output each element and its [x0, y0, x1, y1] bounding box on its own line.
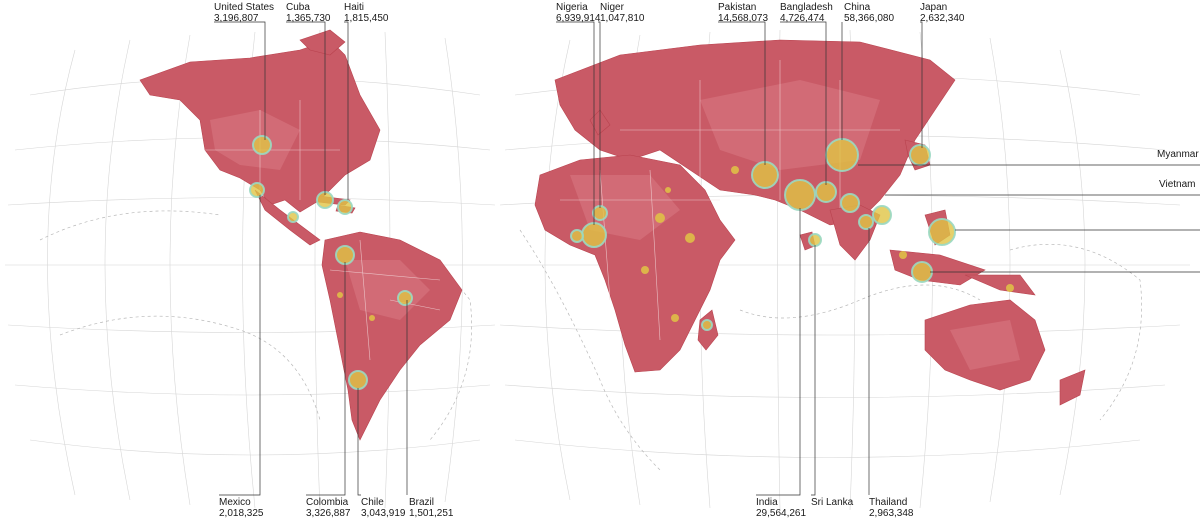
africa [534, 154, 736, 373]
label-niger: Niger 1,047,810 [600, 2, 645, 24]
bubble-mexico [249, 182, 265, 198]
country-value: 58,366,080 [844, 13, 895, 24]
country-name: Bangladesh [780, 2, 833, 13]
bubble-nigeria [581, 222, 607, 248]
bubble-niger [592, 205, 608, 221]
bubble-japan [909, 144, 931, 166]
bubble-mozambique [671, 314, 679, 322]
label-japan: Japan 2,632,340 [920, 2, 965, 24]
bubble-egypt [665, 187, 671, 193]
bubble-colombia [335, 245, 355, 265]
country-name: Haiti [344, 2, 365, 13]
bubble-peru [337, 292, 343, 298]
label-sri-lanka: Sri Lanka [811, 497, 853, 508]
bubble-chile [348, 370, 368, 390]
country-value: 3,196,807 [214, 13, 259, 24]
label-cuba: Cuba 1,365,730 [286, 2, 331, 24]
label-united-states: United States 3,196,807 [214, 2, 274, 24]
leader-lines [214, 21, 1200, 496]
australia [924, 299, 1086, 406]
bubble-pakistan [751, 161, 779, 189]
bubble-sudan [655, 213, 665, 223]
country-name: Brazil [409, 497, 435, 508]
label-china: China 58,366,080 [844, 2, 894, 24]
country-name: Sri Lanka [811, 497, 854, 508]
country-value: 29,564,261 [756, 508, 807, 519]
bubble-bolivia [369, 315, 375, 321]
bubble-china [825, 138, 859, 172]
bubble-png [1006, 284, 1014, 292]
label-india: India 29,564,261 [756, 497, 806, 519]
label-nigeria: Nigeria 6,939,914 [556, 2, 601, 24]
data-bubbles [249, 135, 1014, 390]
bubble-united-states [252, 135, 272, 155]
label-chile: Chile 3,043,919 [361, 497, 406, 519]
country-value: 2,963,348 [869, 508, 914, 519]
bubble-sri-lanka [808, 233, 822, 247]
bubble-indonesia [911, 261, 933, 283]
bubble-ghana [570, 229, 584, 243]
label-mexico: Mexico 2,018,325 [219, 497, 264, 519]
bubble-brazil [397, 290, 413, 306]
label-myanmar: Myanmar [1157, 149, 1199, 160]
bubble-iran [731, 166, 739, 174]
label-bangladesh: Bangladesh 4,726,474 [780, 2, 833, 24]
bubble-philippines [928, 218, 956, 246]
country-value: 1,501,251 [409, 508, 454, 519]
bubble-haiti [337, 199, 353, 215]
bubble-central-america [287, 211, 299, 223]
country-value: 14,568,073 [718, 13, 769, 24]
country-name: Thailand [869, 497, 908, 508]
country-name: China [844, 2, 871, 13]
country-value: 1,365,730 [286, 13, 331, 24]
country-value: 2,018,325 [219, 508, 264, 519]
country-name: Nigeria [556, 2, 588, 13]
country-value: 4,726,474 [780, 13, 825, 24]
country-name: Cuba [286, 2, 310, 13]
bubble-myanmar [840, 193, 860, 213]
bubble-congo [641, 266, 649, 274]
country-name: Niger [600, 2, 624, 13]
country-name: United States [214, 2, 275, 13]
bubble-vietnam [872, 205, 892, 225]
country-value: 2,632,340 [920, 13, 965, 24]
country-name: Colombia [306, 497, 349, 508]
label-colombia: Colombia 3,326,887 [306, 497, 351, 519]
bubble-malaysia [899, 251, 907, 259]
country-name: Pakistan [718, 2, 757, 13]
country-value: 3,043,919 [361, 508, 406, 519]
bubble-ethiopia [685, 233, 695, 243]
label-vietnam: Vietnam [1159, 179, 1196, 190]
country-value: 6,939,914 [556, 13, 601, 24]
country-name: Japan [920, 2, 948, 13]
label-pakistan: Pakistan 14,568,073 [718, 2, 768, 24]
country-name: India [756, 497, 778, 508]
bubble-thailand [858, 214, 874, 230]
country-name: Chile [361, 497, 384, 508]
country-value: 1,815,450 [344, 13, 389, 24]
bubble-india [784, 179, 816, 211]
country-name: Mexico [219, 497, 251, 508]
country-value: 3,326,887 [306, 508, 351, 519]
label-haiti: Haiti 1,815,450 [344, 2, 389, 24]
label-brazil: Brazil 1,501,251 [409, 497, 454, 519]
label-thailand: Thailand 2,963,348 [869, 497, 914, 519]
bubble-madagascar [701, 319, 713, 331]
country-value: 1,047,810 [600, 13, 645, 24]
